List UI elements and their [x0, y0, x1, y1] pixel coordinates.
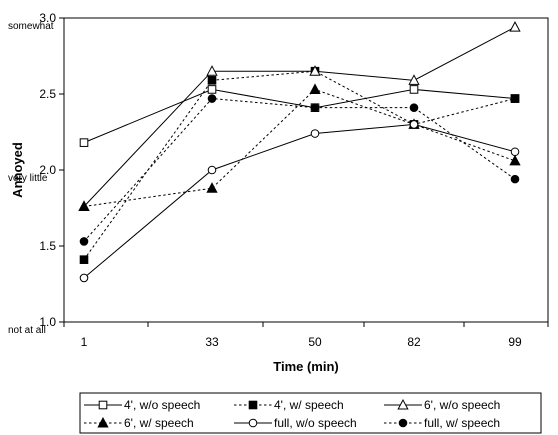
legend: 4', w/o speech 4', w/ speech 6', w/o speec… — [79, 392, 542, 434]
data-point — [79, 138, 89, 147]
legend-label: 4', w/o speech — [124, 398, 200, 412]
plot-frame — [63, 17, 549, 323]
legend-marker — [397, 398, 409, 410]
legend-marker — [248, 418, 258, 428]
data-point — [309, 65, 321, 76]
legend-marker — [248, 400, 258, 410]
series-line — [83, 70, 516, 260]
series-3 — [78, 21, 521, 211]
legend-marker — [398, 418, 408, 428]
data-point — [409, 120, 419, 129]
data-point — [510, 147, 520, 157]
series-6 — [79, 94, 520, 246]
x-tick-label: 99 — [508, 335, 522, 349]
y-tick-label: 2.0 — [39, 163, 56, 177]
legend-label: 6', w/ speech — [124, 416, 194, 430]
series-2 — [79, 66, 520, 264]
data-point — [510, 94, 520, 103]
data-point — [409, 85, 419, 94]
legend-box — [79, 392, 542, 434]
legend-label: full, w/o speech — [274, 416, 357, 430]
data-point — [207, 85, 217, 94]
legend-item: full, w/o speech — [234, 416, 357, 430]
x-tick-label: 50 — [308, 335, 322, 349]
y-annotation: somewhat — [8, 21, 54, 32]
data-point — [309, 83, 321, 94]
data-point — [206, 65, 218, 76]
y-axis-title: Annoyed — [10, 142, 25, 198]
data-point — [310, 129, 320, 138]
series-line — [83, 98, 516, 242]
data-point — [79, 273, 89, 283]
legend-item: full, w/ speech — [384, 416, 500, 430]
series-1 — [79, 85, 520, 147]
legend-item: 6', w/ speech — [84, 416, 194, 430]
series-line — [83, 26, 516, 207]
series-line — [83, 88, 516, 207]
y-annotations: somewhat very little not at all — [8, 21, 54, 336]
x-axis-ticks: 1 33 50 82 99 — [63, 322, 549, 349]
x-tick-label: 33 — [205, 335, 219, 349]
data-point — [408, 74, 420, 85]
legend-item: 6', w/o speech — [384, 398, 500, 412]
y-tick-label: 3.0 — [39, 11, 56, 25]
y-tick-label: 1.0 — [39, 315, 56, 329]
data-point — [207, 76, 217, 85]
data-point — [78, 200, 90, 211]
series-line — [83, 123, 516, 279]
series-5 — [79, 120, 520, 283]
legend-item: 4', w/o speech — [84, 398, 200, 412]
data-point — [79, 255, 89, 264]
data-point — [207, 94, 217, 103]
x-tick-label: 82 — [407, 335, 421, 349]
x-axis-title: Time (min) — [273, 359, 339, 374]
data-point — [409, 103, 419, 112]
y-annotation: not at all — [8, 325, 46, 336]
plot-area — [63, 17, 549, 323]
legend-label: full, w/ speech — [424, 416, 500, 430]
data-point — [206, 182, 218, 193]
data-point — [79, 237, 89, 246]
data-point — [207, 165, 217, 175]
y-tick-label: 1.5 — [39, 239, 56, 253]
legend-item: 4', w/ speech — [234, 398, 344, 412]
legend-label: 4', w/ speech — [274, 398, 344, 412]
legend-marker — [97, 416, 109, 428]
data-point — [310, 103, 320, 112]
legend-marker — [98, 400, 108, 410]
data-point — [509, 154, 521, 166]
series-group — [78, 21, 521, 283]
legend-label: 6', w/o speech — [424, 398, 500, 412]
y-axis-ticks: 1.0 1.5 2.0 2.5 3.0 — [39, 11, 64, 329]
y-annotation: very little — [8, 173, 48, 184]
data-point — [510, 174, 520, 184]
y-tick-label: 2.5 — [39, 87, 56, 101]
x-tick-label: 1 — [81, 335, 88, 349]
series-4 — [78, 83, 521, 211]
data-point — [509, 21, 521, 32]
